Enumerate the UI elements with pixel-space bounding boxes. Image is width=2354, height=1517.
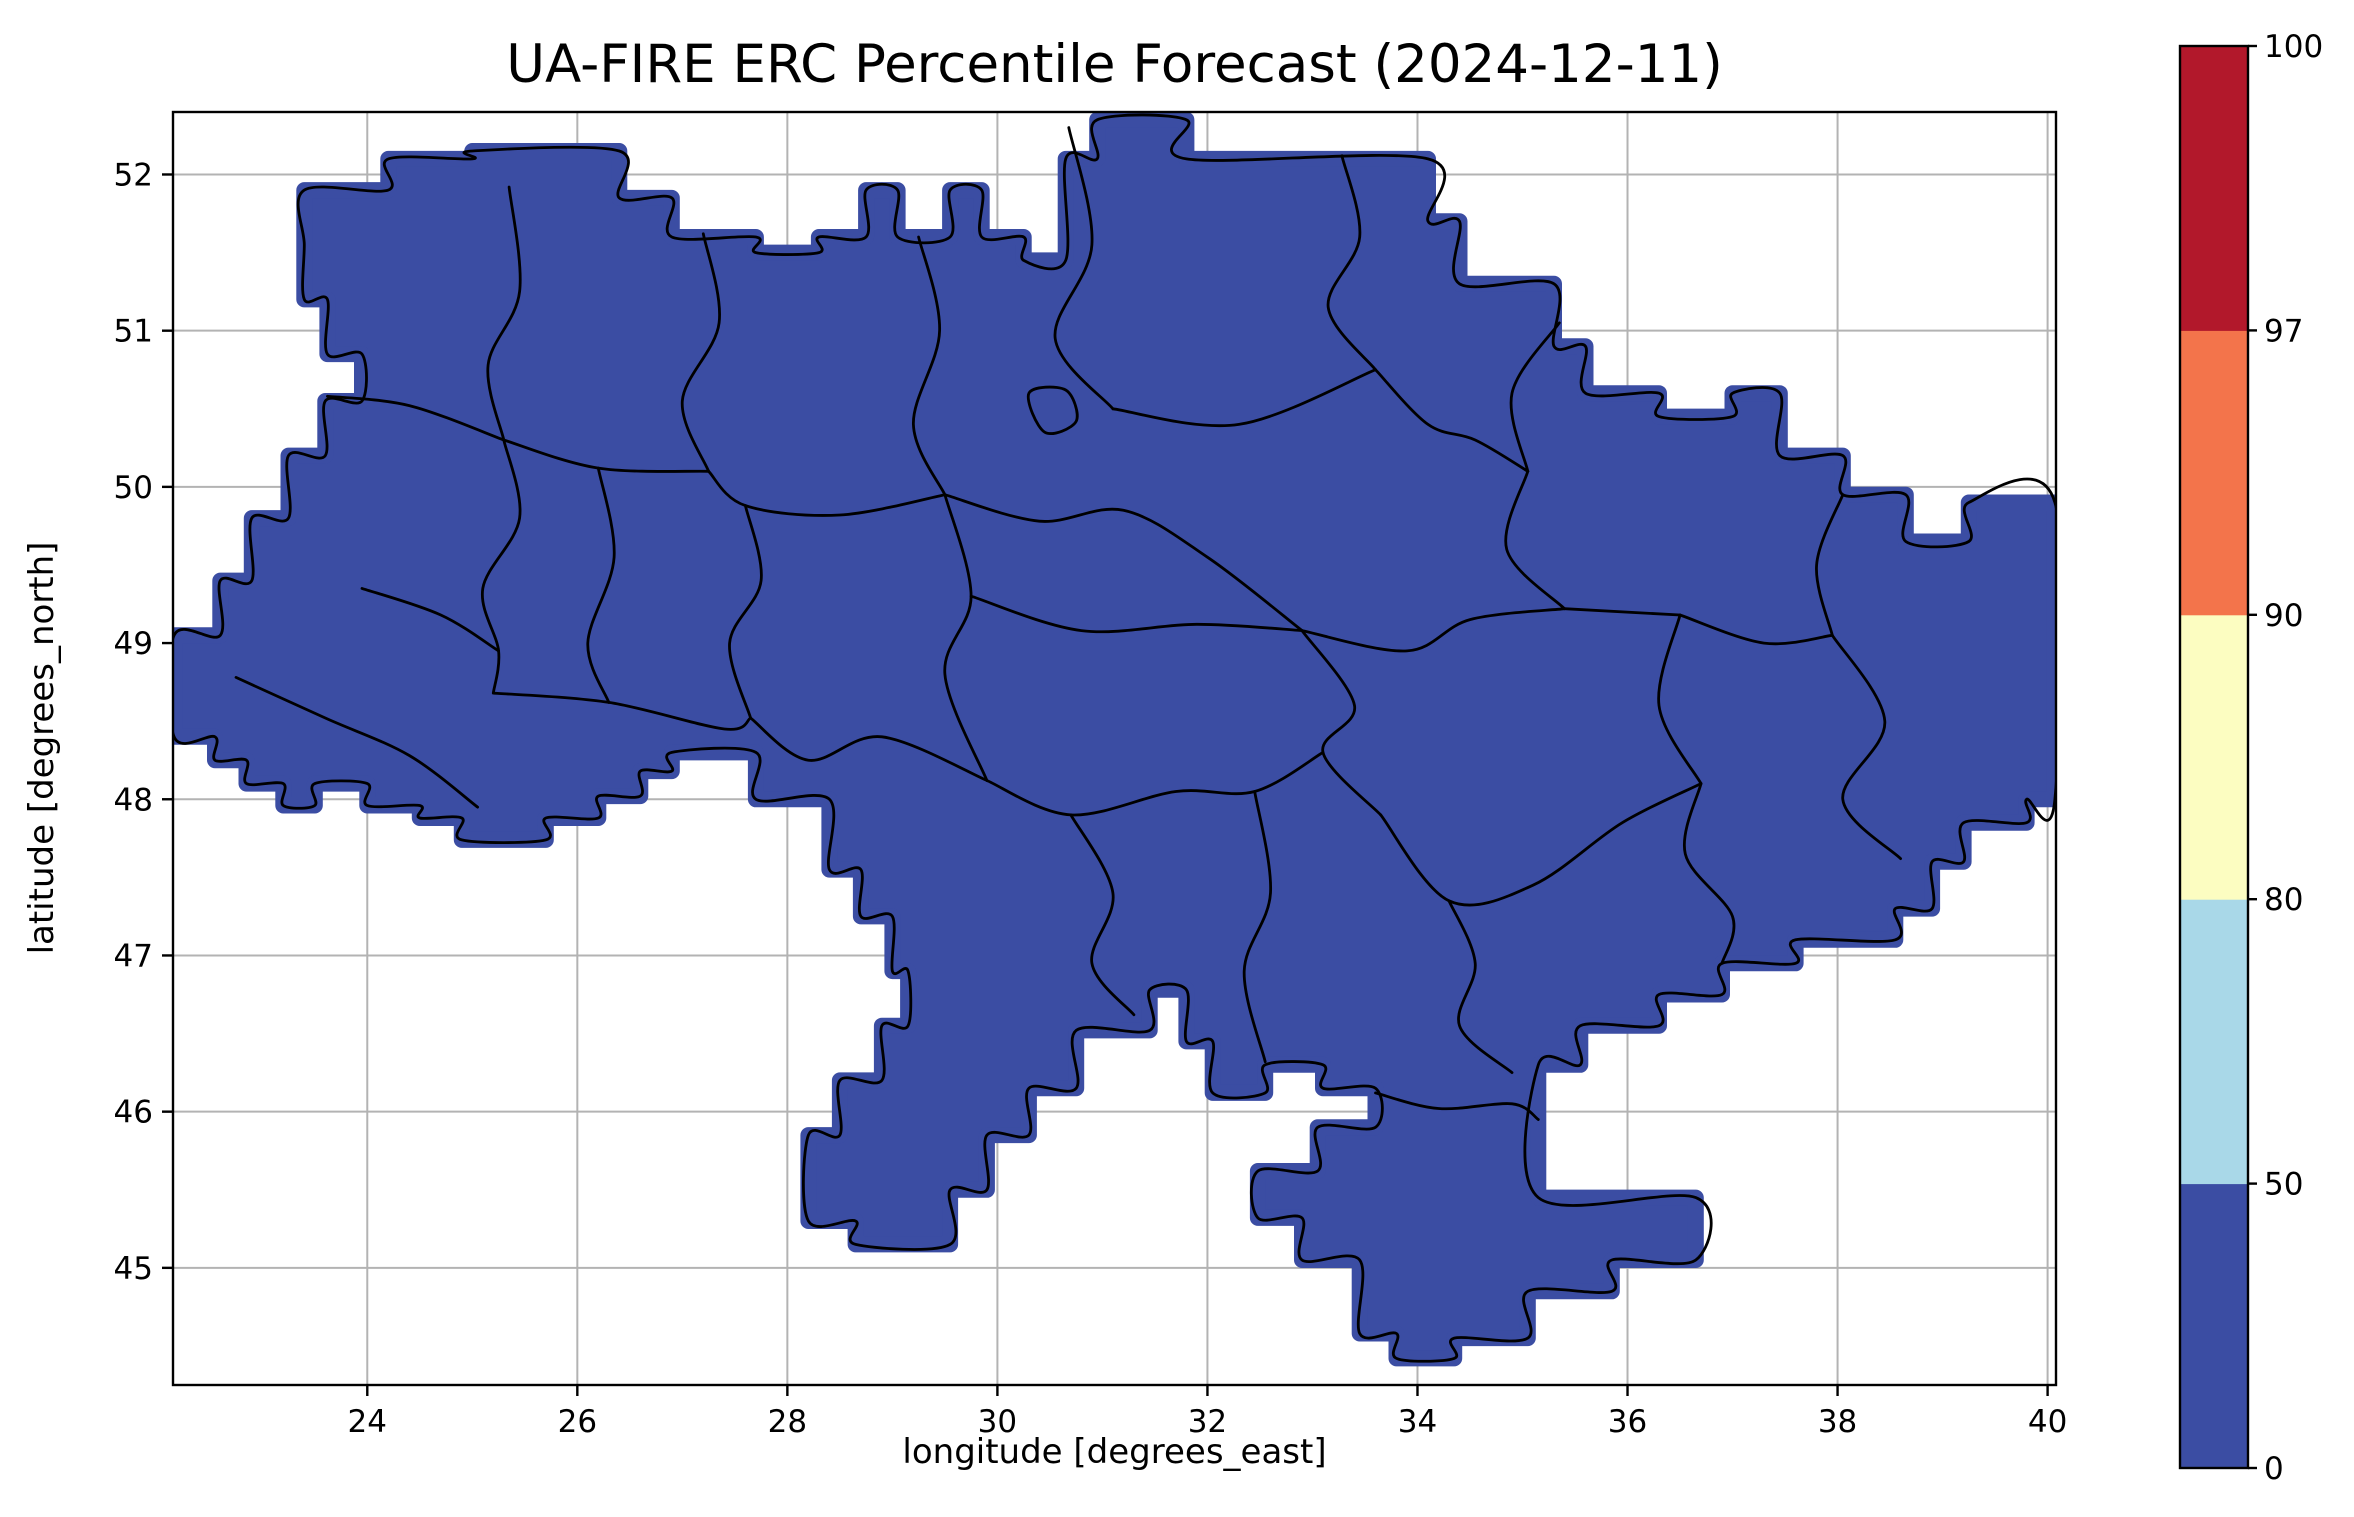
- axes: 24 26 28 30 32 34 36 38 40 45 46 47 48 49 50 51 52: [114, 110, 2067, 1440]
- svg-text:52: 52: [114, 157, 153, 193]
- svg-text:51: 51: [114, 314, 153, 350]
- svg-text:38: 38: [1818, 1404, 1857, 1440]
- svg-text:28: 28: [768, 1404, 807, 1440]
- chart-title: UA-FIRE ERC Percentile Forecast (2024-12…: [506, 34, 1723, 95]
- svg-text:49: 49: [114, 626, 153, 662]
- svg-text:48: 48: [114, 782, 153, 818]
- colorbar-tick-label: 90: [2264, 598, 2303, 634]
- svg-text:34: 34: [1398, 1404, 1437, 1440]
- colorbar-tick-label: 97: [2264, 313, 2303, 349]
- colorbar-tick-label: 0: [2264, 1451, 2284, 1487]
- colorbar-tick-label: 50: [2264, 1167, 2303, 1203]
- svg-text:50: 50: [114, 470, 153, 506]
- x-axis-label: longitude [degrees_east]: [902, 1432, 1327, 1472]
- colorbar-segment: [2180, 1183, 2248, 1469]
- svg-text:24: 24: [348, 1404, 387, 1440]
- colorbar-segment: [2180, 330, 2248, 616]
- admin-boundaries: [234, 126, 1902, 1121]
- svg-text:40: 40: [2028, 1404, 2067, 1440]
- svg-text:46: 46: [114, 1095, 153, 1131]
- colorbar-tick-label: 100: [2264, 29, 2323, 65]
- svg-text:47: 47: [114, 938, 153, 974]
- svg-text:32: 32: [1188, 1404, 1227, 1440]
- svg-text:26: 26: [558, 1404, 597, 1440]
- colorbar-segment: [2180, 614, 2248, 900]
- svg-text:45: 45: [114, 1251, 153, 1287]
- colorbar-segment: [2180, 46, 2248, 331]
- colorbar-tick-label: 80: [2264, 882, 2303, 918]
- svg-text:30: 30: [978, 1404, 1017, 1440]
- y-axis-label: latitude [degrees_north]: [22, 541, 62, 955]
- colorbar: 0 50 80 90 97 100: [2178, 29, 2323, 1487]
- svg-text:36: 36: [1608, 1404, 1647, 1440]
- colorbar-segment: [2180, 899, 2248, 1185]
- map-region-ukraine: [173, 112, 2056, 1367]
